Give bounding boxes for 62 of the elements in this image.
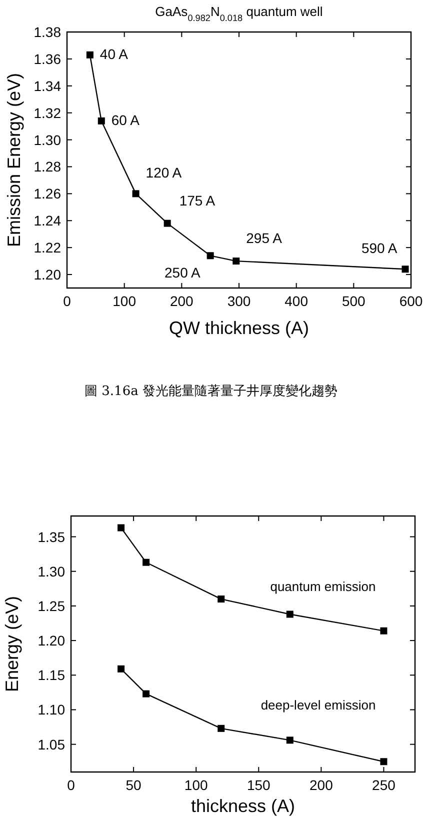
x-tick-label: 200 [170,293,194,309]
x-tick-label: 0 [67,777,76,793]
y-tick-label: 1.26 [34,186,62,202]
point [164,220,171,227]
y-tick-label: 1.30 [38,563,66,580]
point [218,596,225,603]
annotation: 590 A [361,240,398,256]
y-tick-label: 1.05 [38,736,66,752]
y-axis-title: Emission Energy (eV) [4,72,24,248]
point [380,627,388,634]
y-tick-label: 1.36 [34,50,62,67]
y-axis-title: Energy (eV) [2,596,22,692]
annotation: 295 A [246,230,283,246]
y-tick-label: 1.32 [34,104,62,121]
x-tick-label: 300 [227,293,251,309]
y-tick-label: 1.34 [34,78,62,94]
x-tick-label: 150 [246,777,271,793]
point [286,610,294,618]
x-tick-label: 250 [372,777,396,793]
x-tick-label: 200 [310,777,334,793]
y-tick-label: 1.20 [38,632,66,649]
x-tick-label: 0 [63,293,72,309]
x-tick-label: 100 [112,293,136,309]
point [232,258,240,265]
point [98,117,105,124]
y-tick-label: 1.28 [34,158,62,175]
x-tick-label: 50 [126,777,142,793]
x-tick-label: 400 [284,293,308,309]
annotation: 60 A [111,112,140,128]
point [142,690,150,698]
annotation: 120 A [146,164,182,181]
point [218,724,225,732]
point [380,758,388,766]
x-tick-label: 500 [342,293,366,309]
y-tick-label: 1.25 [38,598,66,614]
point [402,266,409,273]
x-axis-title: QW thickness (A) [168,318,310,338]
y-tick-label: 1.35 [38,528,66,545]
y-tick-label: 1.24 [34,212,62,229]
y-tick-label: 1.10 [38,702,66,718]
point [142,558,150,566]
point [118,524,125,532]
y-tick-label: 1.30 [34,132,62,148]
point [286,736,294,744]
caption: 圖 3.16a 發光能量隨著量子井厚度變化趨勢 [84,383,338,399]
y-tick-label: 1.38 [34,24,62,40]
annotation: 250 A [164,264,201,281]
point [86,51,94,58]
point [118,665,125,672]
annotation: 40 A [100,46,129,62]
point [206,252,214,260]
chart-title: GaAs$_{0.982}$N$_{0.018}$ quantum well [155,4,323,23]
series-label: quantum emission [270,578,376,594]
y-tick-label: 1.20 [34,266,62,283]
y-tick-label: 1.15 [38,667,66,684]
point [132,190,140,198]
x-tick-label: 600 [399,293,423,309]
series-label: deep-level emission [260,698,376,713]
x-tick-label: 100 [184,777,208,793]
x-axis-title: thickness (A) [190,796,296,816]
y-tick-label: 1.22 [34,240,62,256]
annotation: 175 A [179,192,216,208]
